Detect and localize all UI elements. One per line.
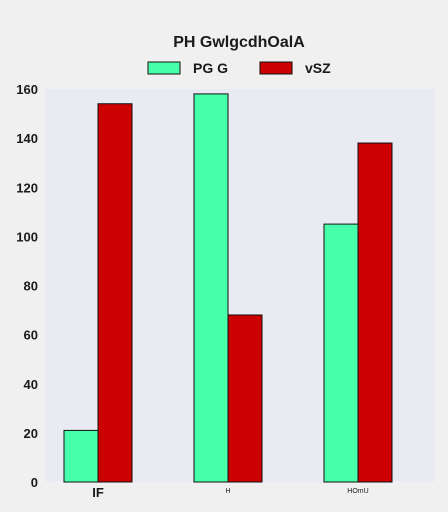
bar-2-HOmU (357, 142, 393, 483)
y-tick-label: 100 (16, 229, 38, 244)
x-tick-label: H (225, 488, 230, 495)
x-tick-label: IF (92, 485, 104, 500)
y-tick-label: 20 (24, 426, 38, 441)
bar-1-H (193, 93, 229, 483)
x-tick-label: HOmU (347, 488, 368, 495)
y-axis: 0 20 40 60 80 100 120 140 160 (16, 82, 38, 490)
y-tick-label: 120 (16, 180, 38, 195)
legend-swatch-series-1 (147, 61, 181, 75)
y-tick-label: 140 (16, 131, 38, 146)
legend-label-series-1: PG G (193, 60, 228, 76)
y-tick-label: 0 (31, 475, 38, 490)
bar-2-H (227, 314, 263, 483)
bar-1-HOmU (323, 223, 359, 483)
legend-swatch-series-2 (259, 61, 293, 75)
y-tick-label: 40 (24, 377, 38, 392)
bar-1-IF (63, 429, 99, 483)
chart-title: PH GwlgcdhOalA (173, 34, 305, 51)
legend-label-series-2: vSZ (305, 60, 331, 76)
bars (63, 93, 393, 483)
x-axis: IF H HOmU (92, 485, 368, 500)
y-tick-label: 80 (24, 279, 38, 294)
y-tick-label: 160 (16, 82, 38, 97)
bar-2-IF (97, 103, 133, 483)
y-tick-label: 60 (24, 328, 38, 343)
legend: PG G vSZ (147, 60, 331, 76)
